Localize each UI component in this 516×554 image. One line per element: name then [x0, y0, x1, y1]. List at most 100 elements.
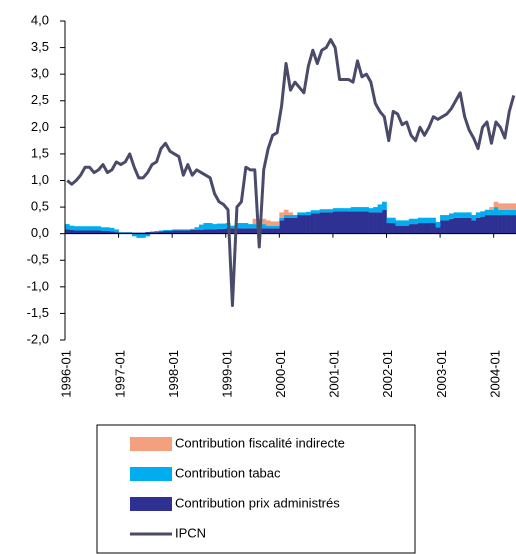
bar: [315, 213, 320, 234]
bar: [118, 232, 124, 234]
bar: [306, 211, 311, 216]
bar: [243, 228, 249, 234]
x-tick-label: 2003-01: [434, 350, 449, 398]
legend-swatch: [130, 437, 172, 451]
bar: [109, 227, 115, 232]
bar: [408, 224, 414, 234]
bar: [203, 229, 209, 234]
bar: [350, 207, 356, 212]
bar: [346, 208, 352, 212]
y-tick-label: -1,0: [27, 278, 49, 293]
bar: [399, 220, 405, 226]
x-tick-label: 2001-01: [327, 350, 342, 398]
bar: [507, 203, 512, 210]
bar: [315, 210, 320, 214]
bar: [377, 204, 383, 213]
y-tick-label: -1,5: [27, 305, 49, 320]
bar: [493, 215, 499, 234]
bar: [364, 211, 369, 234]
y-tick-label: 0,0: [31, 225, 49, 240]
bar: [297, 212, 302, 216]
bar: [181, 230, 186, 234]
bar: [78, 226, 84, 231]
bar: [109, 231, 115, 234]
bar: [123, 232, 128, 233]
bar: [194, 229, 200, 234]
bar: [100, 227, 106, 232]
bar: [453, 217, 459, 234]
bar: [368, 208, 374, 213]
bar: [323, 209, 329, 213]
bar: [149, 232, 155, 234]
bar: [457, 212, 463, 218]
bar: [279, 212, 285, 218]
bar: [426, 223, 432, 234]
bar: [123, 232, 128, 234]
bar: [373, 207, 378, 213]
bar: [261, 224, 267, 229]
bar: [507, 209, 512, 216]
bar: [489, 215, 494, 234]
bar: [404, 225, 410, 234]
bar: [337, 211, 343, 234]
legend-label: IPCN: [175, 525, 206, 540]
y-tick-label: -2,0: [27, 331, 49, 346]
bar: [475, 217, 481, 234]
bar: [502, 203, 508, 210]
bar: [480, 216, 486, 234]
x-tick-label: 1998-01: [166, 350, 181, 398]
bar: [386, 217, 392, 224]
bar: [136, 232, 142, 234]
bar: [413, 218, 419, 225]
bar: [310, 213, 316, 234]
bar: [265, 228, 271, 234]
bar: [221, 228, 227, 234]
bar: [207, 229, 213, 234]
bar: [216, 223, 222, 229]
bar: [154, 232, 160, 234]
bar: [87, 226, 93, 231]
bar: [270, 225, 276, 229]
bar: [444, 220, 450, 234]
bar: [422, 217, 427, 224]
bar: [78, 230, 84, 234]
bar: [301, 212, 307, 216]
bar: [382, 209, 387, 234]
bar: [435, 221, 441, 228]
bar: [87, 230, 93, 234]
bar: [145, 232, 151, 234]
bar: [364, 207, 369, 212]
y-tick-label: 1,0: [31, 172, 49, 187]
bar: [498, 215, 503, 234]
bar: [270, 221, 276, 226]
bar: [270, 228, 276, 234]
bar: [413, 224, 419, 234]
bar: [96, 226, 102, 231]
line: [66, 38, 516, 307]
bar: [91, 226, 97, 231]
bar: [395, 220, 401, 226]
bar: [484, 215, 490, 234]
bar: [216, 228, 222, 234]
bar: [198, 229, 204, 234]
bar: [288, 215, 294, 218]
y-tick-label: -0,5: [27, 252, 49, 267]
bar: [283, 209, 289, 216]
bar: [417, 223, 423, 234]
bar: [114, 232, 119, 234]
bar: [511, 215, 516, 234]
bar: [355, 207, 361, 212]
bar: [131, 232, 137, 234]
bar: [498, 203, 503, 210]
bar: [274, 228, 280, 234]
bar: [346, 211, 352, 234]
bar: [82, 226, 88, 231]
bar: [190, 228, 195, 230]
bar: [422, 223, 427, 234]
bar: [248, 228, 253, 234]
bar: [449, 218, 454, 234]
bar: [449, 213, 454, 219]
bar: [230, 225, 235, 229]
bar: [279, 220, 285, 234]
legend-swatch: [130, 497, 172, 511]
